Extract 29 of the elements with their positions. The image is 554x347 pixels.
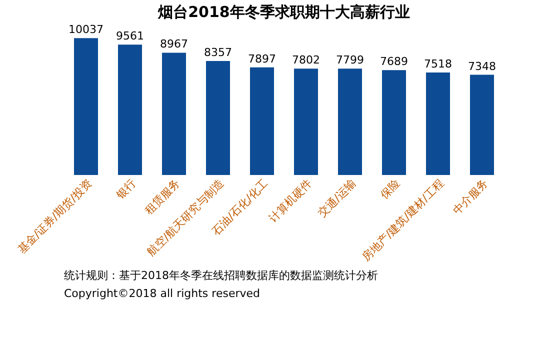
bar <box>338 68 362 175</box>
data-label: 7348 <box>468 60 496 73</box>
chart-title: 烟台2018年冬季求职期十大高薪行业 <box>157 3 410 22</box>
data-label: 10037 <box>68 23 104 36</box>
data-label: 7897 <box>248 52 276 66</box>
data-label: 7802 <box>292 54 320 67</box>
data-label: 7689 <box>380 55 408 68</box>
x-tick-label: 交通/运输 <box>316 176 358 220</box>
bar <box>294 68 318 175</box>
bar <box>74 38 98 175</box>
x-tick-label: 计算机硬件 <box>266 176 314 225</box>
bar <box>206 61 230 175</box>
x-tick-label: 保险 <box>378 176 402 202</box>
x-tick-label: 银行 <box>113 176 138 202</box>
bar <box>250 67 274 175</box>
x-tick-label: 中介服务 <box>450 176 490 218</box>
bar <box>470 74 494 175</box>
text: Copyright©2018 all rights reserved <box>64 287 260 300</box>
data-label: 7518 <box>424 57 452 70</box>
bar <box>382 70 406 175</box>
data-label: 8357 <box>204 46 232 60</box>
x-tick-label: 基金/证券/期货/投资 <box>15 176 94 256</box>
bar <box>426 72 450 175</box>
bar <box>118 44 142 175</box>
data-label: 8967 <box>160 38 188 51</box>
data-label: 9561 <box>116 30 144 43</box>
text: 统计规则：基于2018年冬季在线招聘数据库的数据监测统计分析 <box>64 269 378 282</box>
data-label: 7799 <box>336 54 364 67</box>
bar <box>162 52 186 175</box>
